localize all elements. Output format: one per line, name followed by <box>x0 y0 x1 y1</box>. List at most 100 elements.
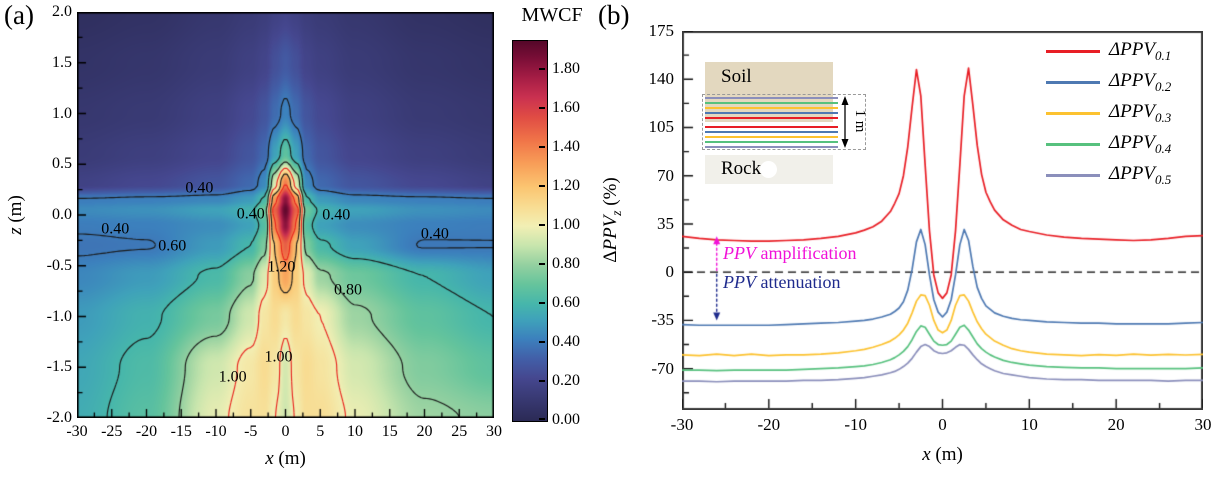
b-y-axis-prefix: Δ <box>600 250 621 263</box>
b-x-tick-label: 30 <box>1194 415 1212 434</box>
colorbar-tick-label: 0.60 <box>552 294 580 312</box>
a-x-tick-label: 15 <box>381 423 398 440</box>
legend-item: ΔPPV0.4 <box>1046 129 1171 160</box>
colorbar-tick <box>539 146 545 148</box>
b-y-axis-var: PPV <box>600 215 621 251</box>
b-y-tick-label: 70 <box>657 165 674 185</box>
b-y-axis-unit: (%) <box>600 177 621 211</box>
a-x-tick-label: -10 <box>205 423 227 440</box>
colorbar-tick-label: 1.20 <box>552 177 580 195</box>
ppv-attenuation-label: PPV attenuation <box>723 272 840 292</box>
colorbar-tick <box>539 418 545 420</box>
inset-monitor-line <box>705 117 838 119</box>
inset-monitor-lines-box <box>702 94 866 150</box>
inset-rock-label: Rock <box>721 158 762 179</box>
a-x-tick-label: 5 <box>316 423 325 440</box>
inset-monitor-line <box>705 141 838 143</box>
ppv-amplification-italic: PPV <box>723 243 756 263</box>
inset-dimension-label: 1 m <box>852 109 868 133</box>
a-z-tick-label: 1.0 <box>52 104 72 122</box>
inset-soil-label: Soil <box>721 66 752 87</box>
colorbar-tick <box>539 185 545 187</box>
b-x-tick-label: -20 <box>757 415 781 434</box>
inset-blast-hole-icon <box>760 161 777 178</box>
a-x-tick-label: 10 <box>347 423 363 440</box>
contour-label: 0.80 <box>334 281 363 299</box>
mwcf-heatmap-canvas <box>77 12 494 418</box>
ppv-amplification-label: PPV amplification <box>723 243 856 263</box>
contour-label: 0.40 <box>420 225 449 243</box>
a-z-tick-label: 1.5 <box>52 53 72 71</box>
a-y-axis-var: z <box>5 227 26 235</box>
colorbar-tick-label: 1.60 <box>552 99 580 117</box>
legend-line-sample <box>1046 174 1100 177</box>
b-x-axis-var: x <box>922 444 931 465</box>
contour-label: 1.00 <box>264 348 293 366</box>
b-y-tick-label: 35 <box>657 213 674 233</box>
inset-monitor-line <box>705 136 838 138</box>
contour-label: 0.40 <box>322 206 351 224</box>
legend-label: ΔPPV0.5 <box>1109 163 1172 187</box>
b-x-tick-label: 0 <box>938 415 947 434</box>
colorbar-tick <box>539 380 545 382</box>
colorbar-tick-label: 1.00 <box>552 216 580 234</box>
contour-label: 1.20 <box>267 258 296 276</box>
colorbar-tick <box>539 224 545 226</box>
legend-label: ΔPPV0.4 <box>1109 132 1172 156</box>
legend-label: ΔPPV0.1 <box>1109 39 1172 63</box>
a-z-tick-label: 0.0 <box>52 206 72 223</box>
contour-label: 0.40 <box>101 220 130 238</box>
a-z-tick-label: -1.5 <box>46 358 72 376</box>
a-z-tick-label: 2.0 <box>52 3 72 20</box>
legend: ΔPPV0.1 ΔPPV0.2 ΔPPV0.3 ΔPPV0.4 ΔPPV0.5 <box>1046 36 1171 191</box>
b-y-tick-label: -35 <box>651 310 674 330</box>
legend-label: ΔPPV0.2 <box>1109 70 1172 94</box>
b-y-tick-label: 0 <box>665 262 675 282</box>
colorbar-tick-label: 0.40 <box>552 333 580 351</box>
a-x-tick-label: 30 <box>486 423 502 440</box>
a-x-tick-label: 20 <box>416 423 433 440</box>
inset-monitor-line <box>705 102 838 104</box>
inset-monitor-line <box>705 146 838 148</box>
b-x-tick-label: -10 <box>844 415 867 434</box>
b-x-tick-label: 10 <box>1020 415 1038 434</box>
contour-label: 1.00 <box>218 368 247 386</box>
inset-monitor-line <box>705 107 838 109</box>
colorbar-tick-label: 0.80 <box>552 255 580 273</box>
a-z-tick-label: -2.0 <box>46 409 72 426</box>
b-x-tick-label: -30 <box>670 415 694 434</box>
inset-monitor-line <box>705 97 838 99</box>
a-x-tick-label: -25 <box>101 423 123 440</box>
a-x-axis-unit: (m) <box>273 448 306 469</box>
inset-monitor-line <box>705 131 838 133</box>
colorbar-tick-label: 1.80 <box>552 60 580 78</box>
contour-label: 0.40 <box>236 205 265 223</box>
a-x-tick-label: -15 <box>170 423 192 440</box>
a-x-axis-title: x (m) <box>77 448 494 470</box>
a-x-tick-label: -5 <box>244 423 258 440</box>
legend-line-sample <box>1046 143 1100 146</box>
colorbar <box>512 40 548 422</box>
a-x-axis-var: x <box>265 448 274 469</box>
b-x-axis-unit: (m) <box>930 444 963 465</box>
a-z-tick-label: 0.5 <box>52 155 72 173</box>
contour-label: 0.60 <box>158 237 187 255</box>
a-x-tick-label: -30 <box>66 423 88 440</box>
inset-dimension-arrow-icon <box>841 96 849 148</box>
ppv-attenuation-italic: PPV <box>723 272 756 292</box>
ppv-attenuation-rest: attenuation <box>756 272 841 292</box>
a-z-tick-label: -1.0 <box>46 307 72 325</box>
colorbar-title: MWCF <box>521 4 583 26</box>
panel-a-tag: (a) <box>4 0 34 30</box>
colorbar-tick <box>539 68 545 70</box>
b-x-tick-label: 20 <box>1107 415 1125 434</box>
legend-item: ΔPPV0.5 <box>1046 160 1171 191</box>
legend-line-sample <box>1046 81 1100 84</box>
b-y-axis-title: ΔPPVz (%) <box>600 155 624 285</box>
legend-item: ΔPPV0.1 <box>1046 36 1171 67</box>
legend-item: ΔPPV0.3 <box>1046 98 1171 129</box>
ppv-amplification-rest: amplification <box>756 243 857 263</box>
legend-item: ΔPPV0.2 <box>1046 67 1171 98</box>
a-y-axis-unit: (m) <box>5 195 26 228</box>
